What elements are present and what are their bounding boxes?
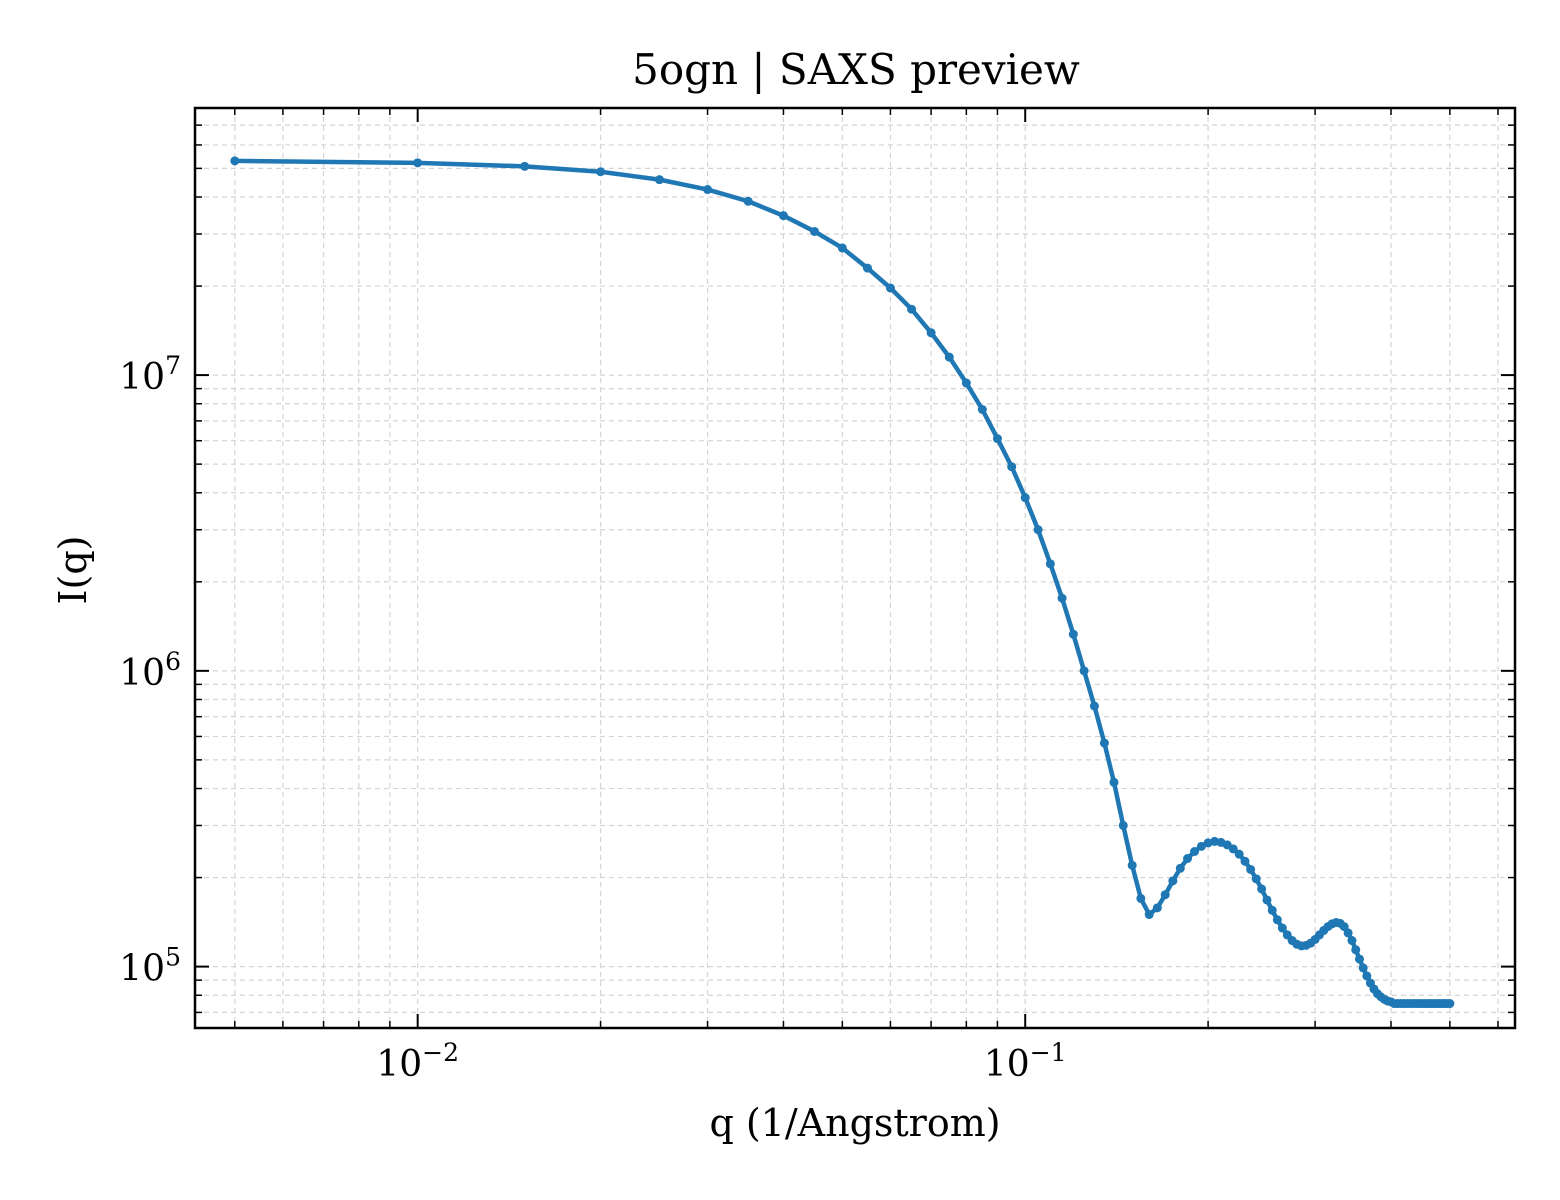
data-point (520, 161, 530, 171)
data-point (1168, 876, 1178, 886)
data-point (413, 158, 423, 168)
plot-frame (193, 106, 1517, 1030)
y-tick-label: 105 (119, 943, 181, 990)
y-axis-label: I(q) (51, 536, 95, 605)
data-point (1358, 963, 1368, 973)
data-point (977, 405, 987, 414)
data-point (1045, 559, 1055, 569)
data-point (1136, 893, 1146, 903)
data-point (1127, 860, 1137, 870)
data-point (1079, 666, 1089, 676)
data-point (1033, 525, 1043, 535)
data-point (1099, 738, 1109, 748)
tick-labels: 10−2 10−1 105 106 107 (119, 351, 1066, 1085)
data-point (1118, 820, 1128, 830)
data-point (992, 434, 1002, 444)
data-point (961, 378, 971, 388)
data-point (1234, 849, 1244, 859)
data-point (862, 263, 872, 273)
data-point (1272, 915, 1282, 925)
data-point (907, 304, 917, 314)
data-point (1351, 945, 1361, 955)
data-point (1152, 903, 1162, 913)
data-point (1257, 884, 1267, 894)
x-axis-label: q (1/Angstrom) (709, 1101, 1000, 1145)
series-layer (230, 156, 1455, 1009)
data-point (230, 156, 240, 166)
data-point (654, 175, 664, 185)
x-tick-label: 10−2 (376, 1038, 459, 1085)
data-point (1068, 629, 1078, 639)
data-point (743, 196, 753, 206)
data-point (1228, 844, 1238, 854)
data-point (1175, 863, 1185, 873)
data-point (1343, 928, 1353, 938)
y-tick-label: 106 (119, 647, 181, 694)
data-point (1020, 493, 1030, 503)
data-point (837, 243, 847, 253)
data-point (1109, 777, 1119, 787)
data-point (1277, 923, 1287, 933)
data-point (1355, 954, 1364, 964)
data-point (1089, 701, 1099, 711)
data-point (1196, 841, 1206, 851)
data-point (926, 328, 936, 338)
ticks (195, 107, 1515, 1028)
chart-title: 5ogn | SAXS preview (632, 45, 1080, 94)
data-point (596, 167, 606, 177)
data-point (885, 283, 895, 293)
data-point (1445, 999, 1455, 1009)
data-point (1240, 856, 1250, 866)
data-point (1267, 905, 1277, 915)
data-point (944, 352, 954, 362)
data-point (810, 226, 820, 236)
data-point (1347, 936, 1357, 946)
data-point (703, 185, 713, 195)
data-point (1057, 593, 1067, 603)
data-point (1246, 864, 1256, 874)
grid (195, 107, 1515, 1028)
x-tick-label: 10−1 (984, 1038, 1067, 1085)
data-point (1251, 874, 1261, 884)
data-point (1007, 462, 1017, 472)
data-point (1144, 910, 1154, 920)
data-point (778, 211, 788, 221)
data-point (1183, 854, 1193, 863)
y-tick-label: 107 (119, 351, 181, 398)
data-point (1262, 895, 1272, 905)
data-point (1160, 890, 1170, 900)
data-point (1190, 847, 1200, 856)
data-point (1362, 971, 1372, 981)
